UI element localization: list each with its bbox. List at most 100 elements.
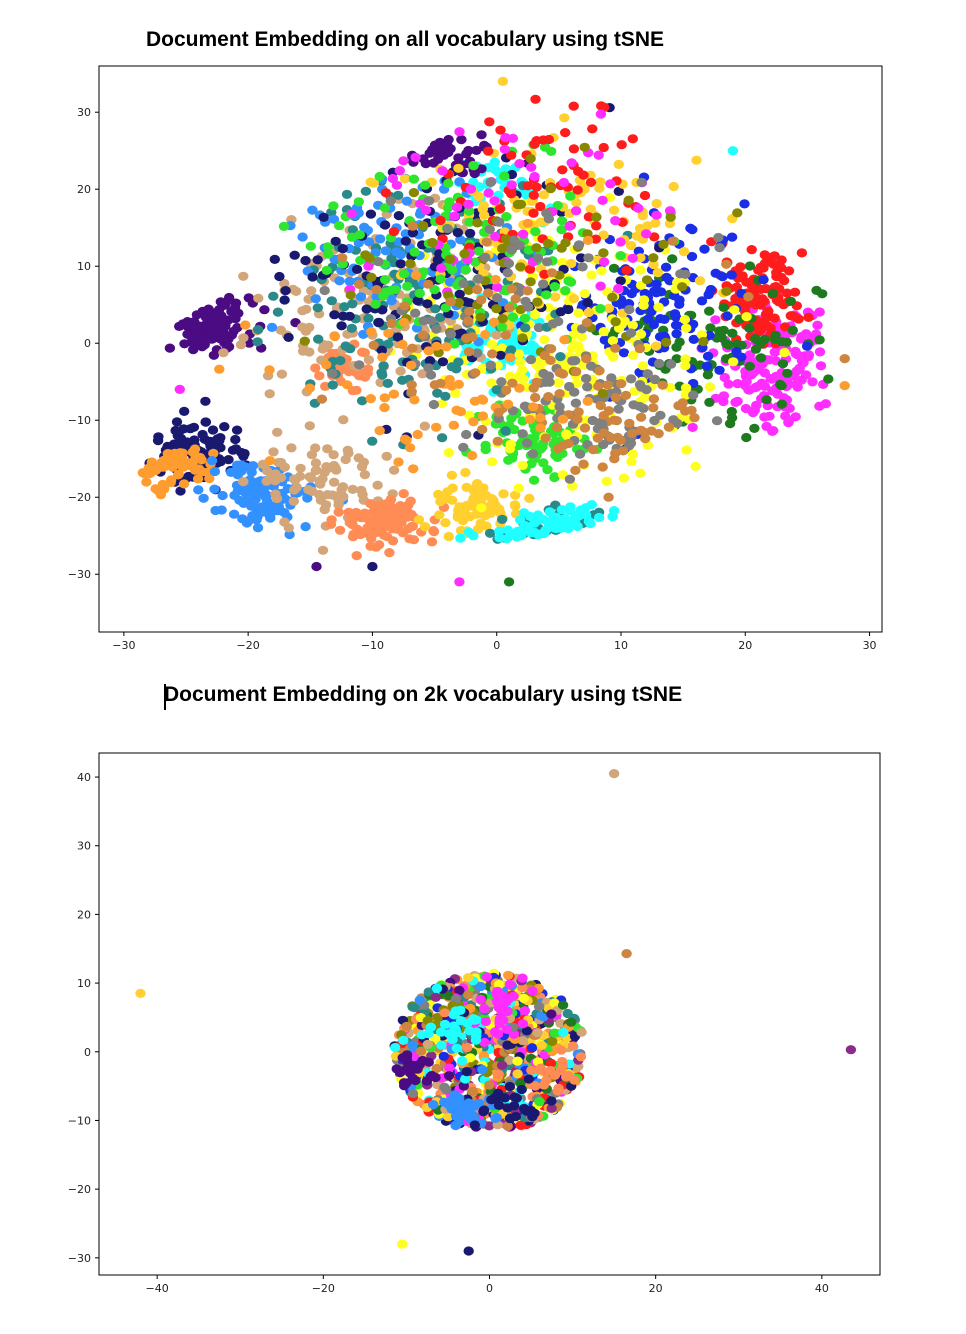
data-point: [444, 1100, 455, 1110]
data-point: [265, 513, 276, 523]
data-point: [197, 429, 208, 440]
data-point: [427, 237, 438, 248]
data-point: [579, 289, 590, 299]
data-point: [610, 216, 621, 226]
data-point: [306, 473, 317, 483]
data-point: [648, 403, 659, 413]
data-point: [691, 155, 702, 165]
outlier-point: [608, 769, 620, 779]
data-point: [370, 509, 382, 519]
data-point: [553, 378, 564, 388]
data-point: [566, 258, 577, 269]
data-point: [714, 365, 725, 375]
data-point: [214, 305, 225, 315]
data-point: [575, 1052, 587, 1062]
data-point: [364, 253, 375, 263]
data-point: [501, 234, 512, 244]
data-point: [723, 340, 735, 350]
data-point: [218, 348, 229, 358]
data-point: [328, 477, 340, 487]
data-point: [490, 231, 501, 242]
data-point: [501, 1024, 513, 1034]
data-point: [227, 445, 239, 455]
data-point: [556, 243, 567, 253]
x-tick-label: 20: [738, 639, 752, 652]
data-point: [336, 321, 347, 331]
data-point: [432, 1012, 443, 1023]
data-point: [648, 253, 659, 263]
data-point: [546, 1096, 557, 1106]
data-point: [623, 195, 634, 205]
data-point: [619, 316, 630, 326]
data-point: [460, 265, 471, 275]
data-point: [466, 450, 478, 461]
data-point: [405, 360, 417, 370]
data-point: [206, 334, 217, 344]
data-point: [499, 144, 510, 154]
data-point: [603, 303, 614, 313]
data-point: [454, 289, 465, 299]
data-point: [534, 1065, 545, 1075]
data-point: [289, 250, 300, 260]
data-point: [540, 433, 551, 443]
data-point: [507, 406, 519, 416]
data-point: [543, 518, 554, 528]
data-point: [637, 211, 648, 221]
data-point: [744, 261, 756, 271]
data-point: [215, 443, 226, 453]
data-point: [357, 510, 368, 520]
data-point: [472, 218, 483, 228]
plot1-ticks: −30 −20 −10 0 10 20 30 −30 −20 −10 0 10 20 30: [68, 106, 877, 652]
data-point: [299, 336, 310, 346]
data-point: [410, 270, 422, 280]
data-point: [443, 1071, 455, 1081]
data-point: [704, 397, 715, 407]
data-point: [291, 483, 302, 493]
data-point: [381, 451, 392, 461]
data-point: [426, 537, 438, 547]
data-point: [603, 406, 615, 416]
data-point: [680, 269, 691, 279]
data-point: [534, 1097, 545, 1107]
outlier-point: [845, 1045, 857, 1055]
data-point: [172, 470, 184, 480]
data-point: [636, 177, 647, 187]
data-point: [469, 1120, 480, 1130]
data-point: [458, 1081, 469, 1091]
data-point: [792, 382, 803, 392]
data-point: [373, 317, 385, 328]
data-point: [449, 211, 460, 221]
data-point: [608, 205, 620, 215]
data-point: [685, 223, 696, 233]
data-point: [186, 320, 197, 331]
data-point: [304, 347, 315, 357]
data-point: [235, 340, 247, 350]
data-point: [461, 1067, 472, 1077]
data-point: [470, 1035, 482, 1045]
data-point: [570, 465, 581, 475]
data-point: [477, 395, 489, 405]
data-point: [598, 257, 610, 267]
data-point: [801, 341, 813, 351]
x-tick-label: 40: [815, 1282, 829, 1295]
data-point: [595, 400, 606, 411]
data-point: [541, 290, 552, 300]
data-point: [517, 333, 528, 343]
data-point: [228, 326, 239, 336]
data-point: [167, 458, 179, 468]
data-point: [464, 228, 476, 238]
data-point: [757, 294, 768, 304]
data-point: [557, 257, 568, 268]
data-point: [323, 249, 334, 259]
data-point: [321, 265, 332, 275]
data-point: [750, 383, 761, 393]
data-point: [240, 320, 251, 330]
data-point: [660, 262, 672, 272]
data-point: [378, 361, 389, 371]
data-point: [334, 525, 346, 535]
data-point: [371, 285, 382, 295]
data-point: [451, 364, 462, 374]
data-point: [430, 1072, 441, 1083]
data-point: [532, 253, 544, 263]
x-tick-label: −30: [112, 639, 135, 652]
